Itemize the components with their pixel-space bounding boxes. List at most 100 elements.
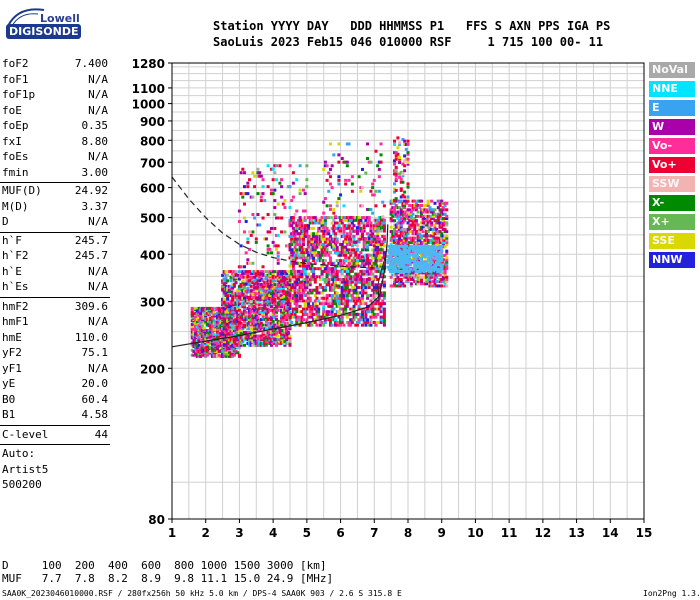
echo-point [298,294,302,298]
echo-point [229,343,233,347]
echo-point [413,199,417,203]
echo-point [254,340,258,344]
echo-point [219,315,223,319]
echo-point [419,280,423,284]
echo-point [320,296,324,300]
echo-point [369,264,373,268]
echo-point [248,321,252,325]
echo-point [342,232,346,236]
echo-point [192,332,196,336]
echo-point [325,226,329,230]
echo-point [352,291,356,295]
echo-point [295,261,299,265]
footer-version: Ion2Png 1.3.17 [643,589,700,598]
echo-point [296,261,300,265]
echo-point [266,282,270,286]
echo-point [431,232,435,236]
echo-point [382,255,386,259]
echo-point [352,237,356,241]
echo-point [357,312,361,316]
echo-point [357,218,361,222]
echo-point [359,280,363,284]
echo-point [421,210,425,214]
echo-point [406,230,410,234]
echo-point [372,320,376,324]
echo-point [371,304,375,308]
echo-point [239,295,243,299]
x-tick-label: 15 [636,526,653,540]
echo-point [285,273,289,277]
echo-point [352,286,356,290]
echo-point [291,288,295,292]
echo-point [246,258,250,262]
echo-point [239,312,243,316]
echo-point [312,226,316,230]
echo-point [246,321,250,325]
echo-point [393,265,397,269]
echo-point [288,306,292,310]
echo-point [332,240,336,244]
echo-point [236,275,240,279]
echo-point [248,334,252,338]
echo-point [399,177,403,181]
echo-point [227,347,231,351]
echo-point [401,240,405,244]
echo-point [369,253,373,257]
echo-point [288,277,292,281]
echo-point [281,286,285,290]
echo-point [271,297,275,301]
echo-point [254,270,258,274]
echo-point [271,299,275,303]
echo-point [403,201,407,205]
echo-point [425,214,429,218]
echo-point [359,312,363,316]
echo-point [259,296,263,300]
echo-point [403,273,407,277]
echo-point [293,248,297,252]
echo-point [406,280,410,284]
echo-point [325,248,329,252]
echo-point [317,299,321,303]
echo-point [303,218,307,222]
echo-point [227,318,231,322]
echo-point [313,320,317,324]
echo-point [224,352,228,356]
echo-point [263,305,267,309]
echo-point [352,307,356,311]
echo-point [345,312,349,316]
echo-point [268,294,272,298]
echo-point [249,332,253,336]
echo-point [330,226,334,230]
echo-point [210,322,214,326]
echo-point [231,340,235,344]
echo-point [197,306,201,310]
echo-point [227,336,231,340]
echo-point [394,197,398,201]
echo-point [382,320,386,324]
echo-point [313,240,317,244]
echo-point [268,308,272,312]
echo-point [217,331,221,335]
echo-point [244,312,248,316]
echo-point [276,338,280,342]
echo-point [224,354,228,358]
echo-point [276,319,280,323]
echo-point [217,336,221,340]
echo-point [308,234,312,238]
echo-point [281,295,285,299]
echo-point [401,234,405,238]
echo-point [242,338,246,342]
echo-point [396,230,400,234]
echo-point [194,332,198,336]
legend-item-x: X- [649,195,695,211]
echo-point [394,284,398,288]
echo-point [339,226,343,230]
echo-point [308,310,312,314]
echo-point [360,221,364,225]
echo-point [192,313,196,317]
echo-point [253,275,257,279]
echo-point [349,294,353,298]
logo-digisonde-text: DIGISONDE [6,24,82,39]
echo-point [382,251,386,255]
echo-point [421,267,425,271]
